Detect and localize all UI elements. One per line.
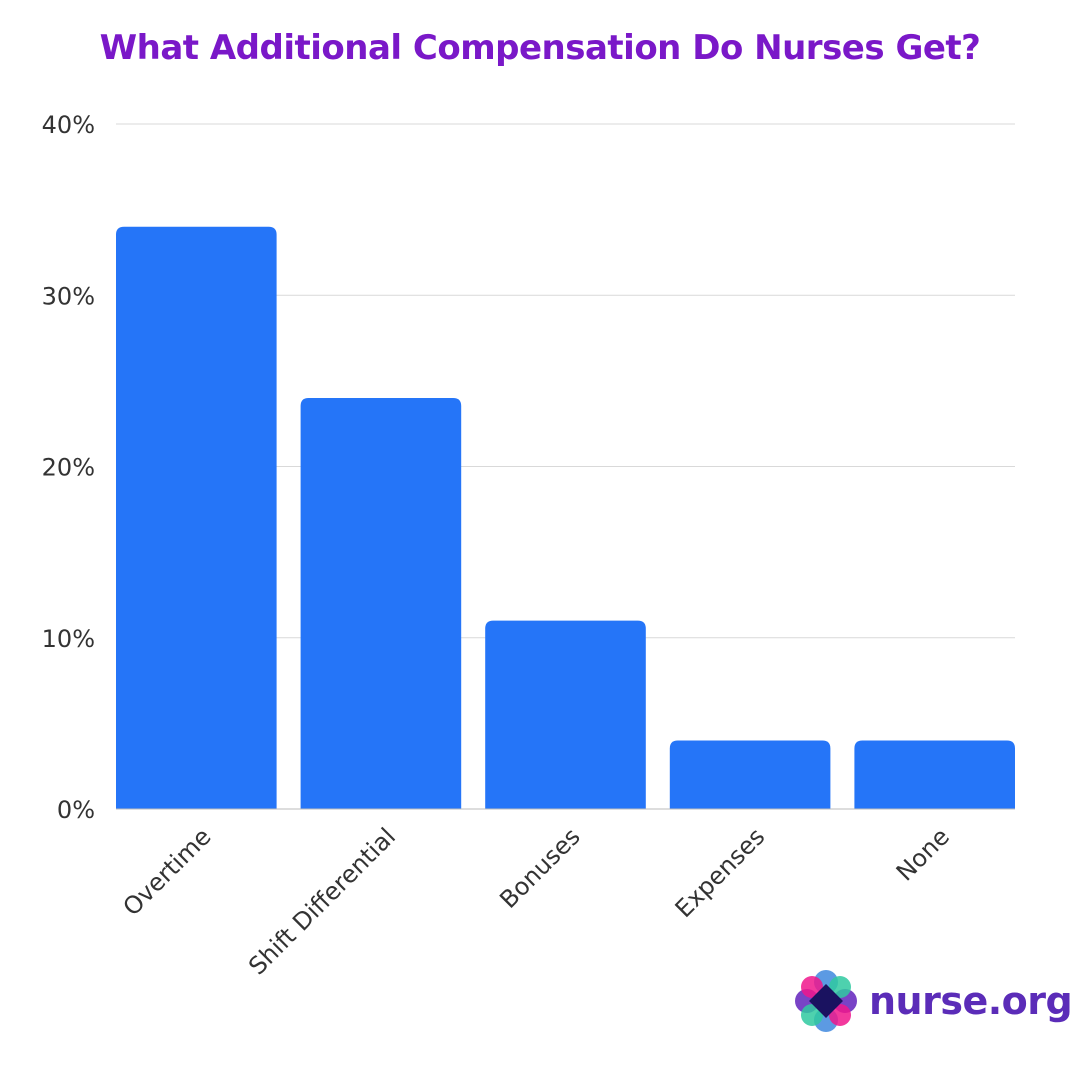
x-tick-label: Expenses [670, 822, 771, 923]
y-tick-label: 0% [57, 796, 95, 824]
bar [116, 226, 277, 809]
logo-text: nurse.org [869, 979, 1073, 1023]
bar [854, 740, 1015, 809]
bar [485, 620, 646, 809]
y-tick-label: 40% [42, 111, 95, 139]
nurse-org-logo: nurse.org [795, 970, 1073, 1032]
x-tick-label: Overtime [118, 822, 217, 921]
flower-logo-icon [795, 970, 857, 1032]
x-tick-label: Shift Differential [243, 822, 401, 980]
y-tick-label: 10% [42, 625, 95, 653]
y-tick-label: 20% [42, 454, 95, 482]
bar [669, 740, 831, 809]
y-tick-label: 30% [42, 282, 95, 310]
chart-title: What Additional Compensation Do Nurses G… [99, 28, 981, 68]
x-tick-label: None [891, 822, 955, 886]
bar [300, 398, 462, 809]
x-tick-label: Bonuses [494, 822, 585, 913]
